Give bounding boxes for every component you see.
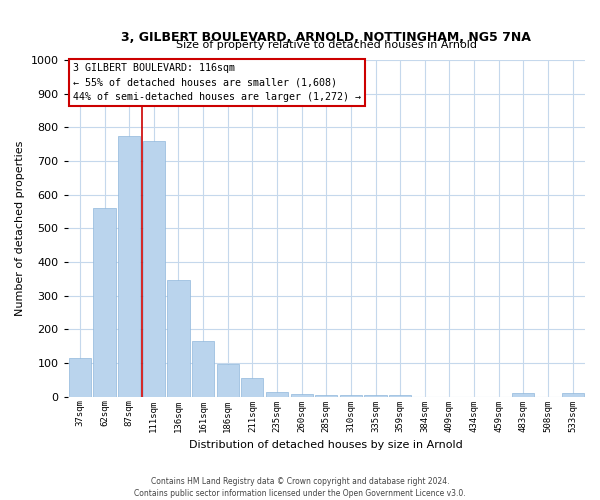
Bar [364, 395, 386, 396]
Y-axis label: Number of detached properties: Number of detached properties [15, 140, 25, 316]
Bar [512, 394, 535, 396]
Title: 3, GILBERT BOULEVARD, ARNOLD, NOTTINGHAM, NG5 7NA: 3, GILBERT BOULEVARD, ARNOLD, NOTTINGHAM… [121, 30, 531, 44]
Bar [290, 394, 313, 396]
Text: 3 GILBERT BOULEVARD: 116sqm
← 55% of detached houses are smaller (1,608)
44% of : 3 GILBERT BOULEVARD: 116sqm ← 55% of det… [73, 64, 361, 102]
Text: Contains HM Land Registry data © Crown copyright and database right 2024.
Contai: Contains HM Land Registry data © Crown c… [134, 476, 466, 498]
Bar [389, 395, 411, 396]
Text: Size of property relative to detached houses in Arnold: Size of property relative to detached ho… [176, 40, 477, 50]
Bar [266, 392, 288, 396]
Bar [143, 141, 165, 397]
Bar [94, 208, 116, 396]
Bar [217, 364, 239, 396]
Bar [340, 395, 362, 396]
Bar [167, 280, 190, 396]
Bar [315, 395, 337, 396]
Bar [241, 378, 263, 396]
Bar [118, 136, 140, 396]
Bar [69, 358, 91, 397]
Bar [192, 341, 214, 396]
X-axis label: Distribution of detached houses by size in Arnold: Distribution of detached houses by size … [190, 440, 463, 450]
Bar [562, 394, 584, 396]
